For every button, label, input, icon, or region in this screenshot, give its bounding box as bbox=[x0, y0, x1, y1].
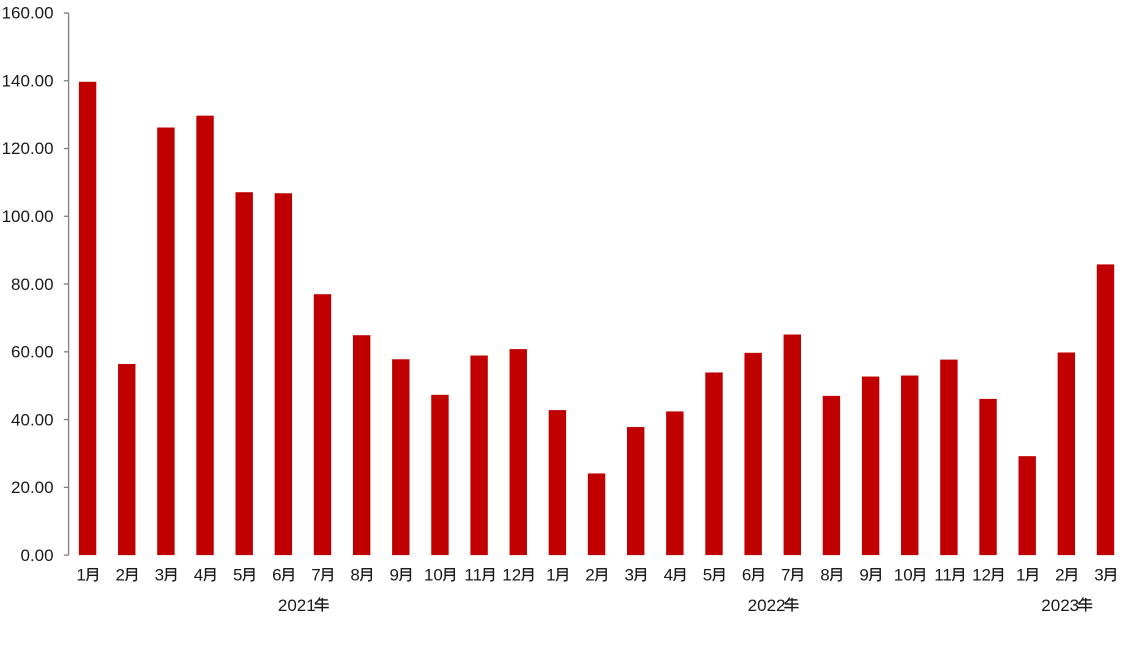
svg-text:8: 8 bbox=[350, 566, 359, 585]
svg-text:6: 6 bbox=[742, 566, 751, 585]
svg-text:10: 10 bbox=[894, 566, 913, 585]
svg-text:12: 12 bbox=[502, 566, 521, 585]
svg-text:40.00: 40.00 bbox=[11, 410, 54, 429]
svg-text:3: 3 bbox=[1094, 566, 1103, 585]
svg-text:120.00: 120.00 bbox=[2, 139, 54, 158]
svg-text:11: 11 bbox=[934, 566, 952, 585]
svg-text:4: 4 bbox=[194, 566, 203, 585]
svg-text:2021: 2021 bbox=[278, 596, 316, 615]
svg-text:140.00: 140.00 bbox=[2, 71, 54, 90]
svg-text:100.00: 100.00 bbox=[2, 207, 54, 226]
svg-text:3: 3 bbox=[155, 566, 164, 585]
svg-text:160.00: 160.00 bbox=[2, 4, 54, 23]
svg-text:2: 2 bbox=[116, 566, 125, 585]
svg-text:7: 7 bbox=[311, 566, 320, 585]
svg-text:2022: 2022 bbox=[748, 596, 786, 615]
svg-text:7: 7 bbox=[781, 566, 790, 585]
svg-text:11: 11 bbox=[464, 566, 482, 585]
svg-text:60.00: 60.00 bbox=[11, 343, 54, 362]
svg-text:8: 8 bbox=[820, 566, 829, 585]
svg-text:12: 12 bbox=[972, 566, 991, 585]
svg-text:80.00: 80.00 bbox=[11, 275, 54, 294]
svg-text:1: 1 bbox=[546, 566, 555, 585]
svg-text:1: 1 bbox=[1016, 566, 1025, 585]
svg-text:6: 6 bbox=[272, 566, 281, 585]
svg-text:10: 10 bbox=[424, 566, 443, 585]
svg-text:20.00: 20.00 bbox=[11, 478, 54, 497]
svg-text:2: 2 bbox=[1055, 566, 1064, 585]
svg-text:4: 4 bbox=[664, 566, 673, 585]
svg-text:9: 9 bbox=[859, 566, 868, 585]
svg-text:5: 5 bbox=[233, 566, 242, 585]
svg-text:3: 3 bbox=[624, 566, 633, 585]
svg-text:0.00: 0.00 bbox=[21, 546, 54, 565]
svg-text:5: 5 bbox=[703, 566, 712, 585]
svg-text:1: 1 bbox=[76, 566, 85, 585]
svg-text:9: 9 bbox=[390, 566, 399, 585]
svg-text:2: 2 bbox=[585, 566, 594, 585]
svg-text:2023: 2023 bbox=[1041, 596, 1079, 615]
